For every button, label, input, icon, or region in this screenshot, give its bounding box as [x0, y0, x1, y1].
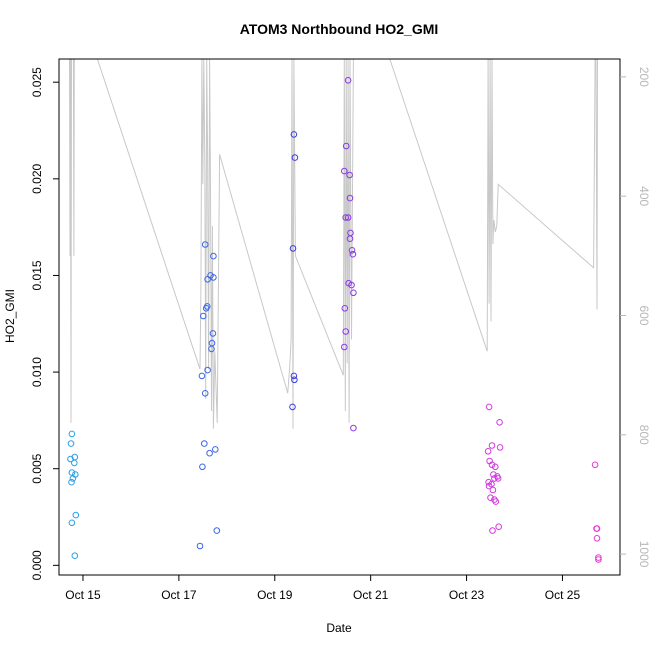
data-point — [67, 440, 75, 447]
x-tick-label: Oct 21 — [353, 588, 389, 602]
data-point — [210, 274, 217, 281]
y2-tick-label: 400 — [637, 186, 650, 206]
y-axis-right: 200 400 600 800 1000 — [620, 67, 650, 568]
data-point — [199, 463, 206, 471]
plot-frame — [58, 58, 621, 576]
pressure-series — [69, 58, 598, 429]
data-point — [350, 424, 357, 432]
data-point — [206, 449, 213, 457]
data-point — [492, 463, 499, 471]
data-point — [202, 305, 210, 312]
data-point — [490, 471, 497, 478]
points-series — [67, 77, 602, 563]
data-point — [595, 556, 602, 563]
x-axis-label: Date — [326, 621, 352, 635]
data-point — [290, 131, 298, 138]
data-point — [496, 419, 503, 426]
data-point — [346, 194, 354, 202]
y-tick-label: 0.025 — [30, 67, 44, 97]
data-point — [487, 494, 494, 502]
data-point — [291, 376, 298, 384]
data-point — [341, 167, 348, 175]
data-point — [496, 444, 504, 451]
data-point — [484, 448, 492, 455]
x-tick-label: Oct 25 — [545, 588, 581, 602]
y2-tick-label: 200 — [637, 67, 650, 87]
data-point — [69, 475, 77, 482]
y2-tick-label: 800 — [637, 425, 650, 445]
data-point — [485, 482, 493, 490]
data-point — [492, 498, 500, 505]
data-point — [200, 312, 207, 320]
pressure-line — [69, 58, 598, 429]
data-point — [201, 440, 208, 447]
data-point — [67, 455, 74, 463]
data-point — [212, 446, 219, 453]
data-point — [348, 247, 356, 254]
y-tick-label: 0.000 — [30, 550, 44, 580]
data-point — [342, 142, 350, 150]
data-point — [208, 345, 215, 353]
y-axis-label: HO2_GMI — [3, 289, 17, 343]
data-point — [289, 245, 297, 252]
data-point — [595, 554, 602, 561]
data-point — [348, 281, 355, 289]
data-point — [488, 442, 496, 449]
data-point — [349, 250, 357, 258]
data-point — [213, 527, 221, 534]
data-point — [593, 525, 601, 532]
y-tick-label: 0.005 — [30, 453, 44, 483]
x-tick-label: Oct 17 — [161, 588, 197, 602]
data-point — [344, 214, 352, 221]
data-point — [344, 77, 352, 84]
data-point — [72, 511, 80, 519]
data-point — [342, 214, 350, 221]
data-point — [291, 154, 299, 161]
data-point — [71, 459, 78, 467]
data-point — [495, 523, 503, 531]
data-point — [68, 430, 76, 438]
y-tick-label: 0.020 — [30, 163, 44, 193]
data-point — [593, 535, 601, 542]
data-point — [346, 235, 354, 242]
x-axis: Oct 15 Oct 17 Oct 19 Oct 21 Oct 23 Oct 25 — [65, 575, 580, 602]
data-point — [290, 372, 298, 380]
data-point — [71, 552, 79, 560]
data-point — [204, 276, 211, 283]
data-point — [494, 475, 502, 482]
data-point — [201, 390, 209, 397]
chart-title: ATOM3 Northbound HO2_GMI — [240, 21, 439, 37]
data-point — [289, 403, 296, 411]
data-point — [68, 478, 75, 486]
data-point — [342, 328, 350, 335]
data-point — [485, 403, 493, 411]
data-point — [350, 289, 357, 297]
data-point — [491, 475, 498, 482]
y2-tick-label: 600 — [637, 305, 650, 325]
y2-tick-label: 1000 — [637, 541, 650, 568]
data-point — [210, 252, 217, 260]
data-point — [204, 366, 211, 374]
data-point — [591, 461, 599, 469]
y-tick-label: 0.015 — [30, 260, 44, 290]
x-tick-label: Oct 15 — [65, 588, 101, 602]
data-point — [346, 171, 353, 179]
y-axis-left: 0.000 0.005 0.010 0.015 0.020 0.025 — [30, 67, 59, 580]
x-tick-label: Oct 23 — [449, 588, 485, 602]
data-point — [198, 372, 206, 380]
data-point — [489, 527, 496, 534]
x-tick-label: Oct 19 — [257, 588, 293, 602]
data-point — [341, 305, 349, 312]
y-tick-label: 0.010 — [30, 357, 44, 387]
data-point — [488, 461, 496, 469]
data-point — [68, 519, 76, 527]
data-point — [196, 542, 204, 550]
data-point — [341, 343, 348, 351]
data-point — [489, 486, 497, 494]
data-point — [201, 241, 209, 248]
data-point — [209, 330, 217, 337]
